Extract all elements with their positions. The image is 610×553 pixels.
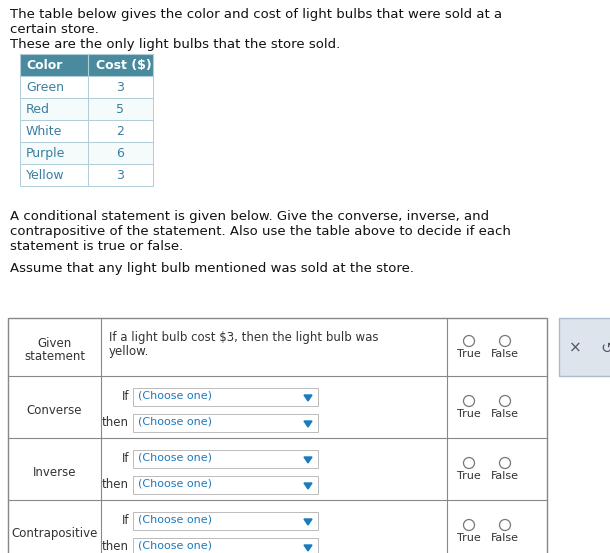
Bar: [88, 164, 153, 186]
Text: certain store.: certain store.: [10, 23, 99, 36]
Text: Assume that any light bulb mentioned was sold at the store.: Assume that any light bulb mentioned was…: [10, 262, 414, 275]
Text: True: True: [457, 471, 481, 481]
Text: Green: Green: [26, 81, 64, 94]
Text: These are the only light bulbs that the store sold.: These are the only light bulbs that the …: [10, 38, 340, 51]
Text: (Choose one): (Choose one): [138, 417, 212, 427]
Text: If: If: [121, 390, 129, 403]
Bar: [88, 120, 153, 142]
Text: True: True: [457, 409, 481, 419]
Polygon shape: [304, 519, 312, 525]
Circle shape: [500, 457, 511, 468]
Text: Color: Color: [26, 59, 62, 72]
Polygon shape: [304, 545, 312, 551]
Bar: [88, 98, 153, 120]
Polygon shape: [304, 421, 312, 427]
Polygon shape: [304, 457, 312, 463]
Text: True: True: [457, 349, 481, 359]
Text: If a light bulb cost $3, then the light bulb was: If a light bulb cost $3, then the light …: [109, 331, 378, 344]
Text: then: then: [102, 540, 129, 553]
Text: yellow.: yellow.: [109, 345, 149, 358]
Text: Red: Red: [26, 103, 50, 116]
Text: 2: 2: [116, 125, 124, 138]
Bar: [133, 388, 318, 406]
Bar: [8, 318, 547, 553]
Text: White: White: [26, 125, 62, 138]
Bar: [133, 512, 318, 530]
Bar: [133, 450, 318, 468]
Text: Given: Given: [37, 337, 71, 350]
Text: 3: 3: [116, 81, 124, 94]
Bar: [559, 318, 610, 376]
Bar: [133, 538, 318, 553]
Text: ↺: ↺: [601, 341, 610, 356]
Text: (Choose one): (Choose one): [138, 541, 212, 551]
Text: Purple: Purple: [26, 147, 65, 160]
Text: The table below gives the color and cost of light bulbs that were sold at a: The table below gives the color and cost…: [10, 8, 502, 21]
Text: False: False: [491, 471, 519, 481]
Text: statement is true or false.: statement is true or false.: [10, 240, 183, 253]
Text: Cost ($): Cost ($): [96, 59, 152, 72]
Circle shape: [500, 519, 511, 530]
Text: then: then: [102, 416, 129, 429]
Polygon shape: [304, 395, 312, 401]
Circle shape: [500, 336, 511, 347]
Bar: [88, 142, 153, 164]
Bar: [20, 142, 88, 164]
Text: Yellow: Yellow: [26, 169, 65, 182]
Bar: [20, 120, 88, 142]
Text: (Choose one): (Choose one): [138, 391, 212, 401]
Bar: [20, 54, 153, 76]
Bar: [20, 164, 88, 186]
Bar: [20, 76, 88, 98]
Circle shape: [464, 457, 475, 468]
Text: If: If: [121, 452, 129, 465]
Circle shape: [464, 395, 475, 406]
Bar: [20, 98, 88, 120]
Text: (Choose one): (Choose one): [138, 453, 212, 463]
Polygon shape: [304, 483, 312, 489]
Text: Contrapositive: Contrapositive: [12, 528, 98, 540]
Text: (Choose one): (Choose one): [138, 515, 212, 525]
Circle shape: [500, 395, 511, 406]
Text: then: then: [102, 478, 129, 491]
Text: ×: ×: [569, 341, 581, 356]
Circle shape: [464, 519, 475, 530]
Text: True: True: [457, 533, 481, 543]
Text: 5: 5: [116, 103, 124, 116]
Bar: [133, 414, 318, 432]
Text: 6: 6: [116, 147, 124, 160]
Text: False: False: [491, 533, 519, 543]
Text: (Choose one): (Choose one): [138, 479, 212, 489]
Text: statement: statement: [24, 350, 85, 363]
Text: 3: 3: [116, 169, 124, 182]
Bar: [133, 476, 318, 494]
Text: Inverse: Inverse: [33, 466, 76, 478]
Text: A conditional statement is given below. Give the converse, inverse, and: A conditional statement is given below. …: [10, 210, 489, 223]
Bar: [88, 76, 153, 98]
Text: If: If: [121, 514, 129, 527]
Circle shape: [464, 336, 475, 347]
Text: contrapositive of the statement. Also use the table above to decide if each: contrapositive of the statement. Also us…: [10, 225, 511, 238]
Text: False: False: [491, 349, 519, 359]
Text: False: False: [491, 409, 519, 419]
Text: Converse: Converse: [27, 404, 82, 416]
